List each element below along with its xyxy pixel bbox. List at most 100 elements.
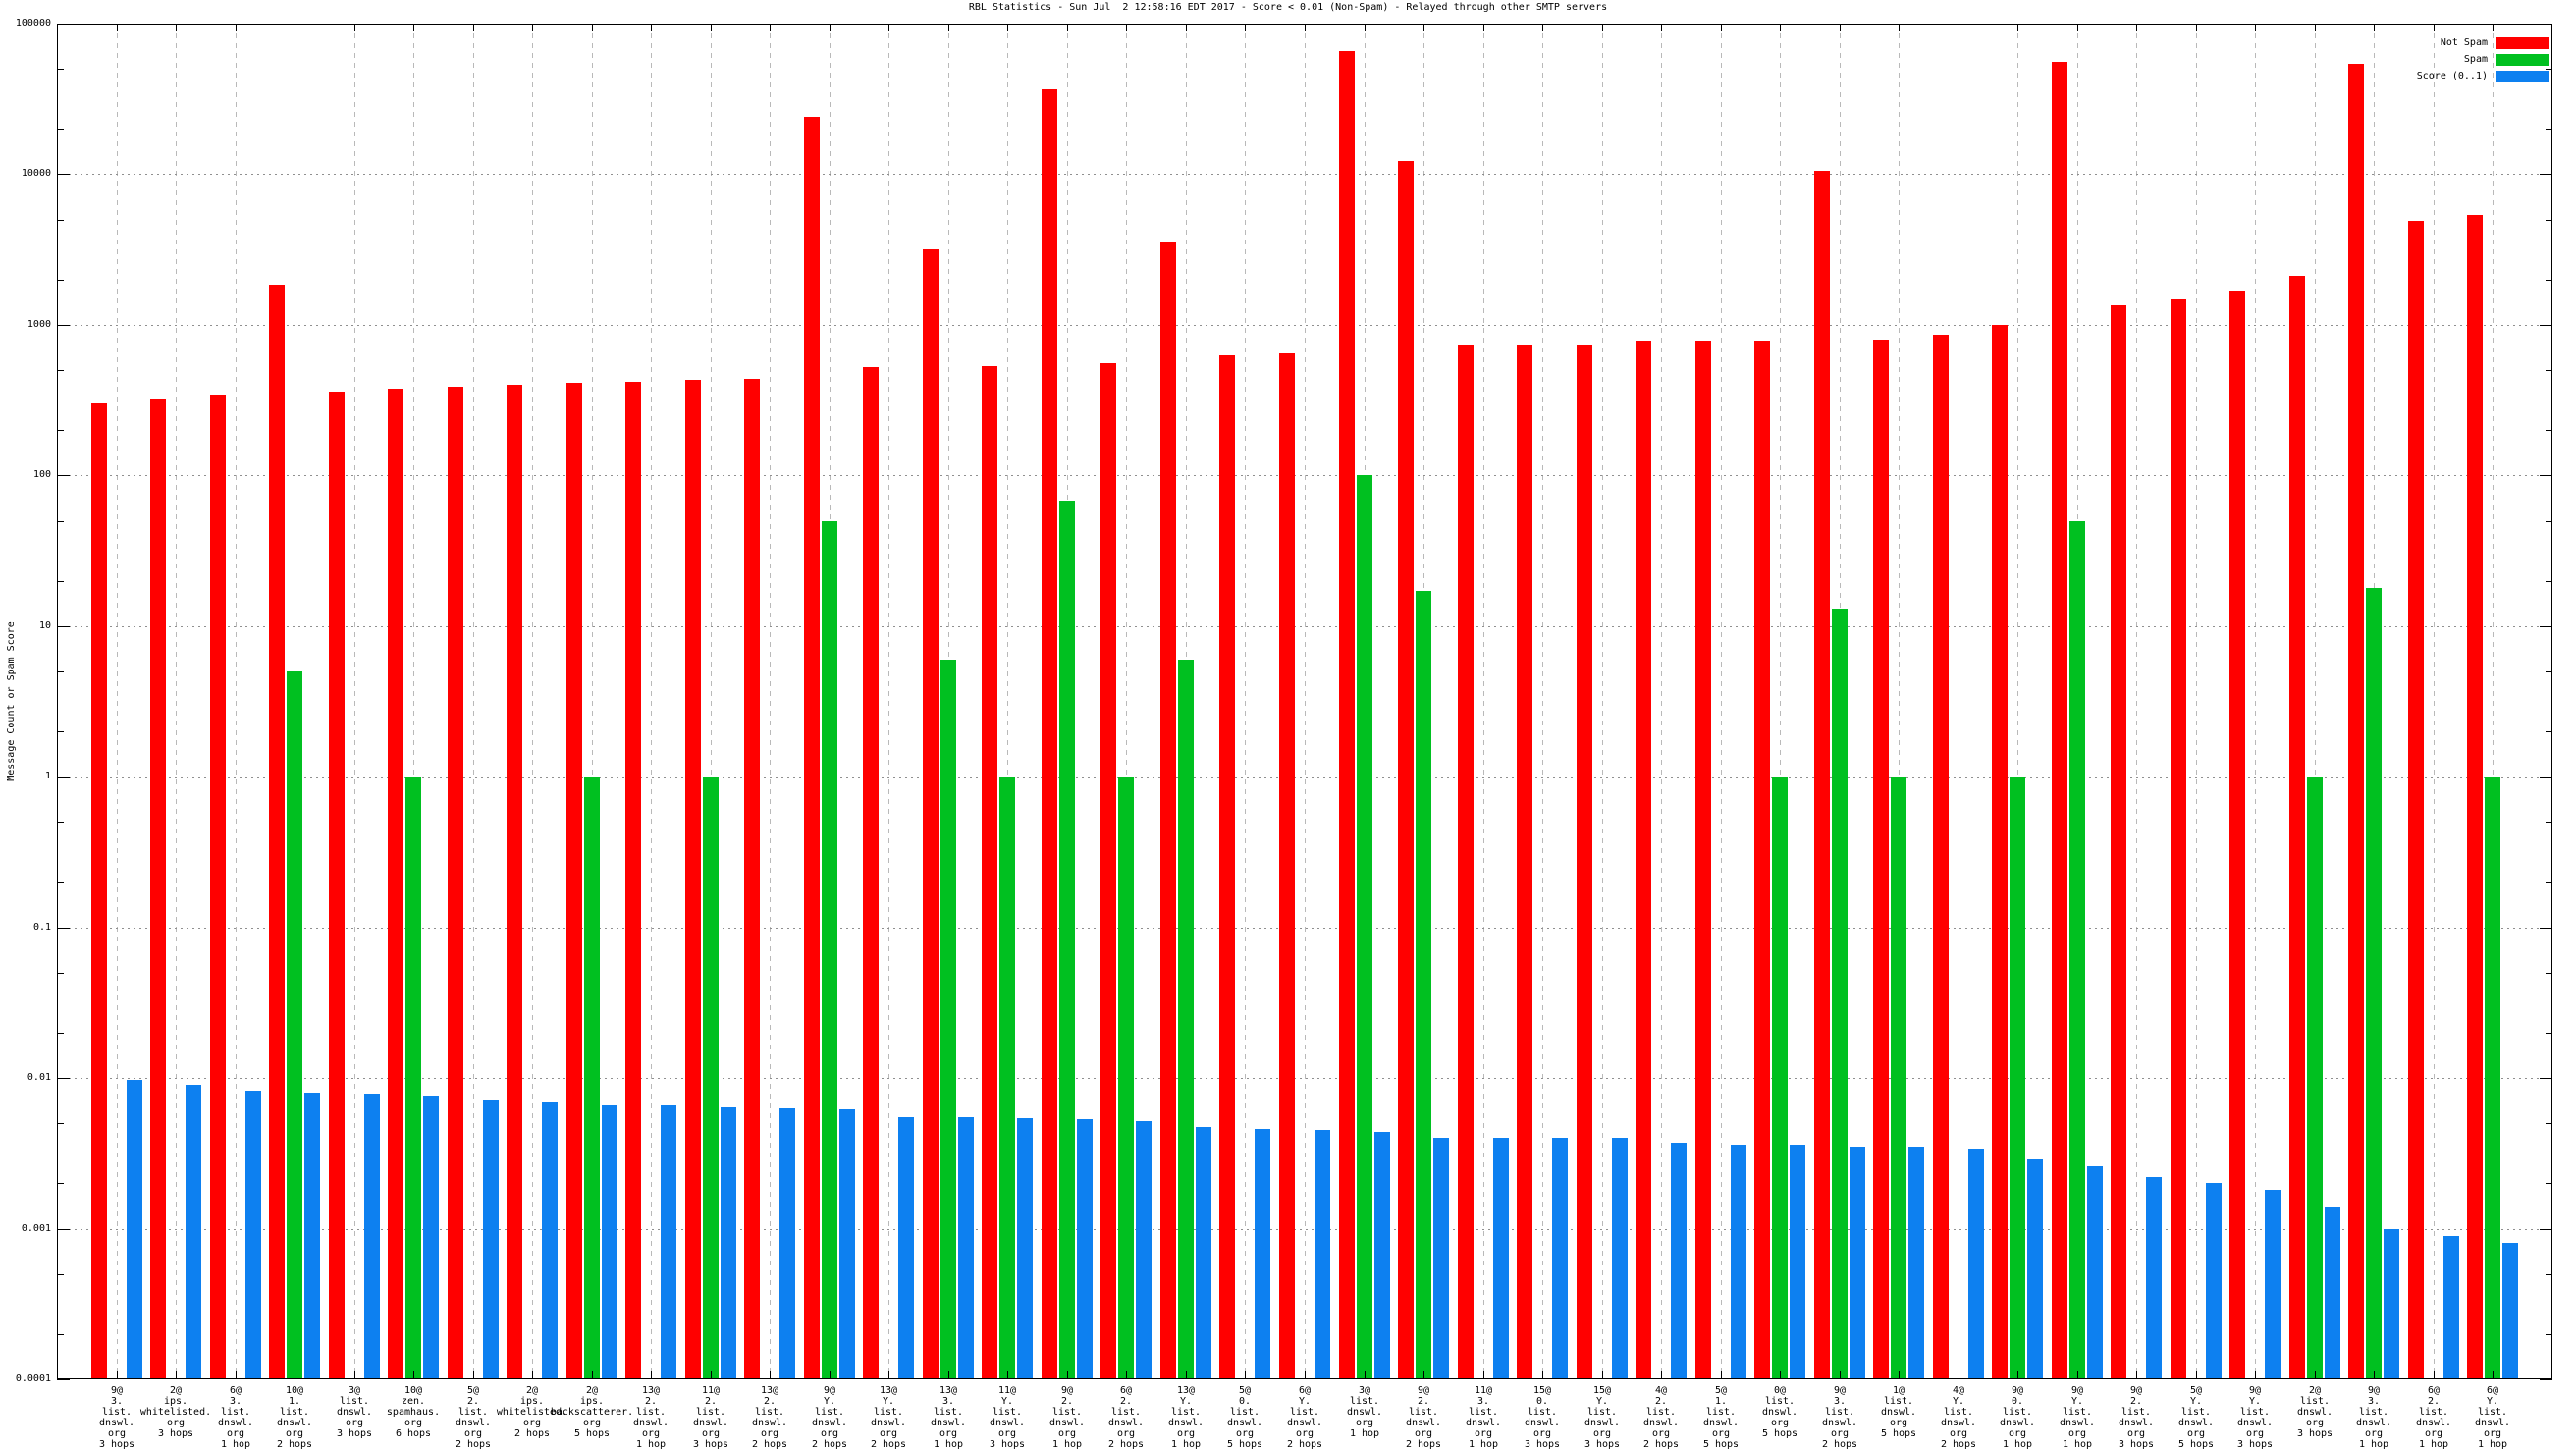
bar-not-spam — [982, 366, 997, 1379]
y-minor-tick — [57, 521, 64, 522]
x-tick-label: 6@ 2. list. dnswl. org 1 hop — [2415, 1385, 2452, 1449]
bar-spam — [1832, 609, 1848, 1379]
x-tick-top — [770, 24, 771, 31]
x-tick-top — [2315, 24, 2316, 31]
y-gridline — [57, 1078, 2552, 1079]
x-gridline — [888, 24, 890, 1379]
y-minor-tick — [2546, 430, 2552, 431]
x-tick-bottom — [1305, 1371, 1306, 1379]
x-tick-top — [1542, 24, 1543, 31]
plot-border-box — [57, 24, 2552, 1379]
y-major-tick — [57, 928, 70, 929]
x-gridline — [1305, 24, 1306, 1379]
x-tick-top — [236, 24, 237, 31]
x-tick-label: 5@ 1. list. dnswl. org 5 hops — [1702, 1385, 1740, 1449]
y-major-tick — [2540, 1078, 2552, 1079]
y-minor-tick — [2546, 129, 2552, 130]
bar-spam — [1772, 777, 1788, 1379]
x-gridline — [1899, 24, 1901, 1379]
x-tick-label: 9@ 3. list. dnswl. org 2 hops — [1821, 1385, 1858, 1449]
y-minor-tick — [57, 1183, 64, 1184]
bar-not-spam — [625, 382, 641, 1379]
y-tick-label: 0.001 — [21, 1223, 51, 1234]
y-minor-tick — [57, 129, 64, 130]
bar-not-spam — [2467, 215, 2483, 1379]
x-tick-label: 2@ list. dnswl. org 3 hops — [2296, 1385, 2334, 1439]
y-minor-tick — [57, 370, 64, 371]
x-tick-bottom — [2136, 1371, 2137, 1379]
bar-score-0-1- — [1790, 1145, 1805, 1379]
x-tick-label: 2@ ips. backscatterer. org 5 hops — [550, 1385, 634, 1439]
bar-not-spam — [1517, 345, 1532, 1379]
bar-score-0-1- — [364, 1094, 380, 1379]
x-tick-bottom — [592, 1371, 593, 1379]
y-minor-tick — [2546, 220, 2552, 221]
y-major-tick — [57, 174, 70, 175]
x-tick-bottom — [1423, 1371, 1424, 1379]
x-tick-bottom — [2493, 1371, 2494, 1379]
x-tick-label: 11@ Y. list. dnswl. org 3 hops — [989, 1385, 1026, 1449]
y-major-tick — [57, 1229, 70, 1230]
bar-not-spam — [2289, 276, 2305, 1379]
bar-not-spam — [1160, 242, 1176, 1379]
x-tick-label: 13@ Y. list. dnswl. org 1 hop — [1167, 1385, 1205, 1449]
x-gridline — [1245, 24, 1247, 1379]
bar-not-spam — [2408, 221, 2424, 1379]
y-minor-tick — [57, 1123, 64, 1124]
x-tick-top — [2136, 24, 2137, 31]
bar-not-spam — [2171, 299, 2186, 1379]
bar-score-0-1- — [304, 1093, 320, 1379]
x-gridline — [2017, 24, 2019, 1379]
bar-spam — [2307, 777, 2323, 1379]
x-gridline — [770, 24, 772, 1379]
y-major-tick — [57, 1379, 70, 1380]
x-tick-bottom — [1602, 1371, 1603, 1379]
y-gridline — [57, 1229, 2552, 1230]
y-major-tick — [2540, 325, 2552, 326]
x-gridline — [1601, 24, 1603, 1379]
x-gridline — [2314, 24, 2316, 1379]
x-gridline — [1126, 24, 1128, 1379]
x-gridline — [2493, 24, 2495, 1379]
x-tick-label: 9@ 2. list. dnswl. org 2 hops — [1405, 1385, 1442, 1449]
bar-score-0-1- — [1850, 1147, 1865, 1379]
x-gridline — [532, 24, 534, 1379]
y-major-tick — [57, 1078, 70, 1079]
legend-label-score: Score (0..1) — [2416, 71, 2488, 81]
x-tick-bottom — [117, 1371, 118, 1379]
x-tick-label: 9@ 3. list. dnswl. org 1 hop — [2355, 1385, 2392, 1449]
x-tick-bottom — [413, 1371, 414, 1379]
y-minor-tick — [57, 731, 64, 732]
x-tick-top — [1423, 24, 1424, 31]
x-tick-label: 9@ 0. list. dnswl. org 1 hop — [1999, 1385, 2036, 1449]
y-major-tick — [2540, 24, 2552, 25]
bar-score-0-1- — [483, 1100, 499, 1379]
x-tick-label: 4@ 2. list. dnswl. org 2 hops — [1642, 1385, 1680, 1449]
bar-spam — [1416, 591, 1431, 1379]
x-tick-bottom — [2315, 1371, 2316, 1379]
x-gridline — [2195, 24, 2197, 1379]
y-minor-tick — [2546, 1274, 2552, 1275]
y-major-tick — [2540, 475, 2552, 476]
bar-spam — [2485, 777, 2500, 1379]
y-minor-tick — [57, 1334, 64, 1335]
bar-score-0-1- — [542, 1102, 558, 1379]
bar-not-spam — [1577, 345, 1592, 1379]
bar-not-spam — [2229, 291, 2245, 1379]
x-tick-top — [1067, 24, 1068, 31]
bar-spam — [1059, 501, 1075, 1379]
x-tick-bottom — [651, 1371, 652, 1379]
bar-score-0-1- — [127, 1080, 142, 1379]
x-tick-bottom — [1365, 1371, 1366, 1379]
bar-not-spam — [329, 392, 345, 1379]
x-tick-top — [948, 24, 949, 31]
bar-score-0-1- — [661, 1105, 676, 1379]
x-tick-bottom — [1840, 1371, 1841, 1379]
x-tick-top — [1721, 24, 1722, 31]
x-tick-top — [1483, 24, 1484, 31]
y-minor-tick — [2546, 671, 2552, 672]
bar-score-0-1- — [2325, 1207, 2340, 1379]
y-minor-tick — [57, 220, 64, 221]
y-major-tick — [2540, 928, 2552, 929]
